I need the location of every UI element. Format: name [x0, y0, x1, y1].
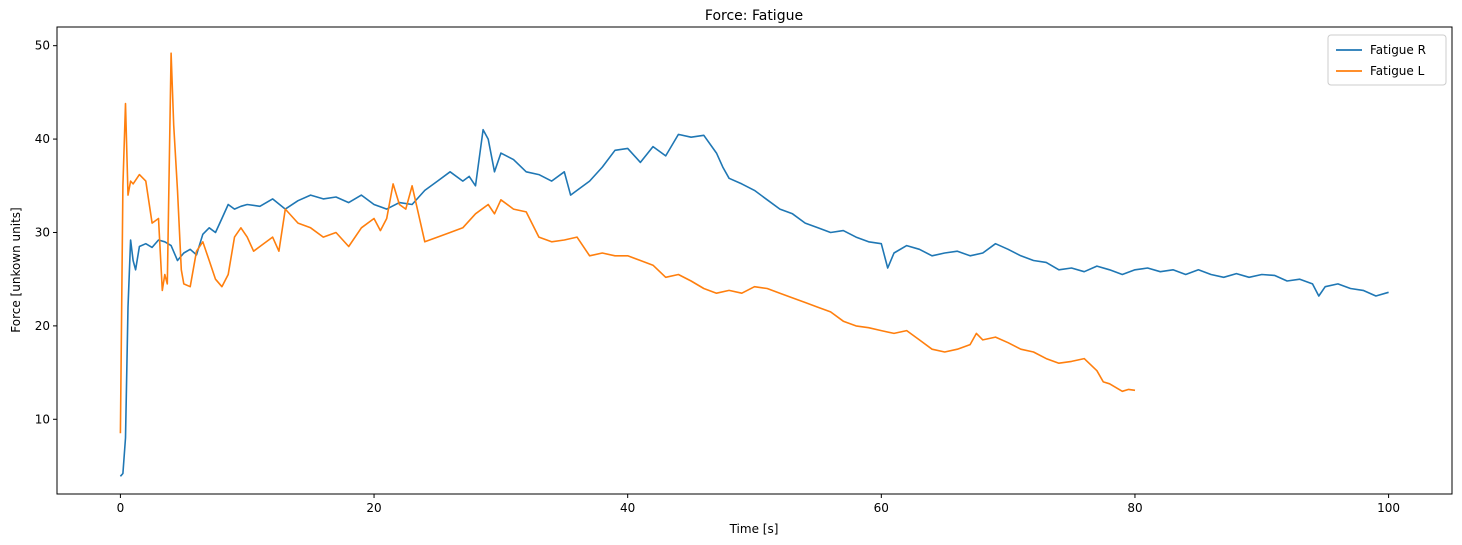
legend-label: Fatigue R [1370, 43, 1426, 57]
x-tick-label: 20 [366, 501, 381, 515]
x-axis-ticks: 0 20 40 60 80 100 [117, 494, 1400, 515]
x-tick-label: 80 [1127, 501, 1142, 515]
series-line-1 [119, 128, 1389, 477]
x-tick-label: 60 [874, 501, 889, 515]
plot-area [56, 26, 1453, 495]
y-tick-label: 30 [35, 225, 50, 239]
x-tick-label: 0 [117, 501, 125, 515]
x-tick-label: 100 [1377, 501, 1400, 515]
y-tick-label: 50 [35, 39, 50, 53]
legend-label: Fatigue L [1370, 64, 1425, 78]
series-line-2 [119, 52, 1136, 434]
y-axis-label: Force [unkown units] [9, 207, 23, 332]
x-axis-label: Time [s] [729, 522, 779, 536]
axes-frame [56, 26, 1453, 495]
y-tick-label: 20 [35, 319, 50, 333]
y-axis-ticks: 10 20 30 40 50 [35, 39, 57, 426]
legend-box [1327, 34, 1447, 86]
legend: Fatigue R Fatigue L [1327, 34, 1447, 86]
y-tick-label: 10 [35, 412, 50, 426]
x-tick-label: 40 [620, 501, 635, 515]
chart-title: Force: Fatigue [705, 8, 803, 24]
y-tick-label: 40 [35, 132, 50, 146]
